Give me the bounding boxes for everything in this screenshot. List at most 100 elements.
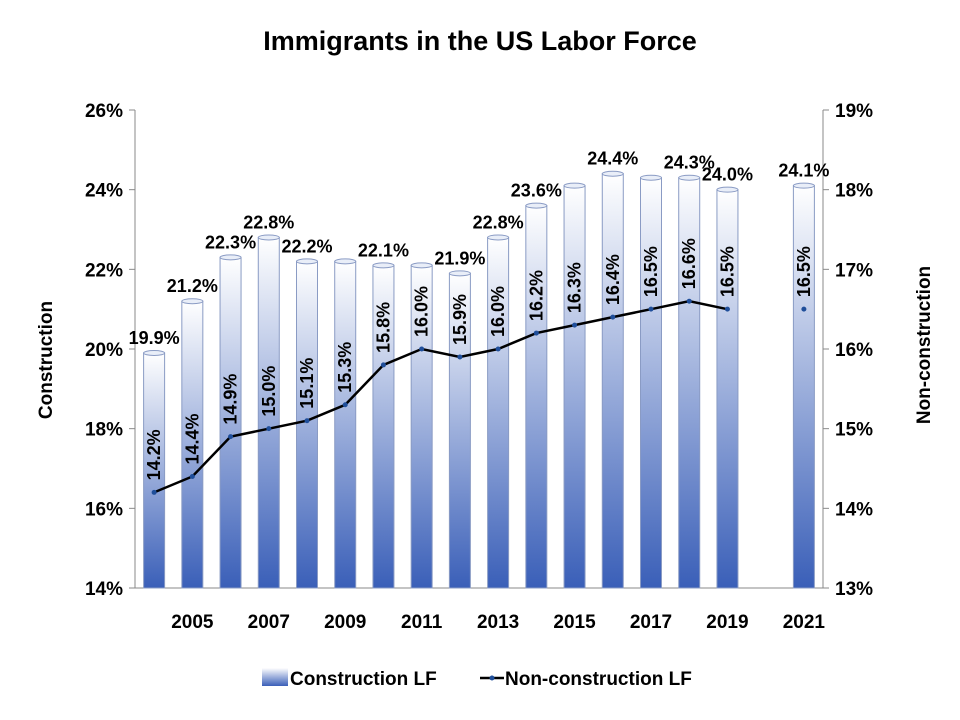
line-point-non-construction	[419, 346, 425, 352]
line-data-label: 14.4%	[182, 413, 202, 464]
y-right-axis-title: Non-construction	[914, 266, 935, 424]
line-labels: 14.2% 14.4% 14.9% 15.0% 15.1% 15.3% 15.8% 16.0%…	[144, 238, 814, 480]
bar-data-label: 21.9%	[434, 248, 485, 268]
bar-construction	[563, 185, 586, 589]
bar-data-label: 22.1%	[358, 240, 409, 260]
axes: 14% 16% 18% 20% 22% 24% 26% 13% 14% 15% 16% 17% 18% 1…	[85, 101, 873, 633]
line-data-label: 16.2%	[526, 270, 546, 321]
line-data-label: 14.9%	[221, 374, 241, 425]
line-point-non-construction	[380, 362, 386, 368]
x-tick-label: 2015	[553, 612, 596, 633]
chart-title: Immigrants in the US Labor Force	[263, 26, 697, 56]
line-point-non-construction	[228, 434, 234, 440]
bar-cap	[410, 262, 433, 269]
y-left-tick-label: 22%	[85, 260, 123, 281]
y-left-tick-label: 18%	[85, 420, 123, 441]
bar-cap	[181, 298, 204, 305]
bar-cap	[487, 234, 510, 241]
line-point-non-construction	[151, 489, 157, 495]
line-data-label: 16.3%	[565, 262, 585, 313]
bar-construction	[525, 205, 548, 589]
x-tick-label: 2007	[248, 612, 290, 633]
bar-cap	[563, 182, 586, 189]
line-data-label: 16.5%	[641, 246, 661, 297]
line-point-non-construction	[724, 306, 730, 312]
bar-data-label: 24.0%	[702, 165, 753, 185]
line-point-non-construction	[266, 426, 272, 432]
bar-data-label: 24.1%	[778, 161, 829, 181]
line-point-non-construction	[533, 330, 539, 336]
line-data-label: 15.8%	[373, 302, 393, 353]
line-data-label: 16.6%	[679, 238, 699, 289]
bar-cap	[525, 202, 548, 209]
y-left-tick-label: 26%	[85, 101, 123, 122]
line-point-non-construction	[648, 306, 654, 312]
legend-marker-non-construction	[489, 675, 495, 681]
bar-data-label: 22.3%	[205, 232, 256, 252]
bars	[143, 170, 815, 589]
bar-cap	[257, 234, 280, 241]
bar-cap	[448, 270, 471, 277]
bar-cap	[640, 174, 662, 181]
x-tick-label: 2019	[706, 612, 748, 633]
y-right-tick-label: 17%	[835, 260, 873, 281]
line-data-label: 16.0%	[412, 286, 432, 337]
x-tick-label: 2005	[171, 612, 214, 633]
bar-data-label: 21.2%	[167, 276, 218, 296]
bar-cap	[296, 258, 318, 265]
line-data-label: 16.5%	[794, 246, 814, 297]
y-right-tick-label: 13%	[835, 579, 873, 600]
line-point-non-construction	[189, 473, 195, 479]
bar-cap	[219, 254, 242, 261]
line-point-non-construction	[495, 346, 501, 352]
x-tick-label: 2021	[783, 612, 826, 633]
y-left-axis-title: Construction	[36, 301, 57, 419]
y-right-tick-label: 19%	[835, 101, 873, 122]
bar-construction	[601, 173, 624, 589]
line-data-label: 15.3%	[335, 342, 355, 393]
bar-data-label: 23.6%	[511, 181, 562, 201]
line-point-non-construction	[457, 354, 463, 360]
y-left-tick-label: 20%	[85, 340, 123, 361]
y-left-tick-label: 24%	[85, 181, 123, 202]
legend-swatch-construction	[262, 668, 288, 686]
line-non-construction	[153, 299, 728, 494]
line-point-non-construction	[610, 314, 616, 320]
y-right-tick-label: 14%	[835, 499, 873, 520]
bar-cap	[334, 258, 357, 265]
y-right-tick-label: 15%	[835, 420, 873, 441]
line-point-non-construction	[801, 306, 807, 312]
bar-cap	[372, 262, 395, 269]
bar-cap	[716, 186, 739, 193]
line-series	[151, 298, 807, 495]
bar-cap	[792, 182, 815, 189]
y-left-tick-label: 16%	[85, 499, 123, 520]
line-point-non-construction	[304, 418, 310, 424]
line-data-label: 16.5%	[717, 246, 737, 297]
line-data-label: 16.0%	[488, 286, 508, 337]
x-tick-label: 2013	[477, 612, 519, 633]
x-tick-label: 2017	[630, 612, 672, 633]
bar-cap	[678, 174, 701, 181]
x-tick-label: 2011	[401, 612, 443, 633]
legend-label-construction: Construction LF	[290, 669, 437, 690]
line-point-non-construction	[686, 298, 692, 304]
bar-construction	[296, 260, 318, 589]
y-right-tick-label: 18%	[835, 181, 873, 202]
line-data-label: 15.1%	[297, 358, 317, 409]
bar-data-label: 24.3%	[664, 153, 715, 173]
y-left-tick-label: 14%	[85, 579, 123, 600]
bar-data-label: 24.4%	[587, 149, 638, 169]
bar-cap	[601, 170, 624, 177]
legend: Construction LF Non-construction LF	[262, 668, 692, 690]
line-data-label: 15.0%	[259, 366, 279, 417]
x-tick-label: 2009	[324, 612, 366, 633]
bar-data-label: 19.9%	[129, 328, 180, 348]
bar-data-label: 22.8%	[473, 212, 524, 232]
line-point-non-construction	[572, 322, 578, 328]
bar-construction	[334, 260, 357, 589]
line-data-label: 14.2%	[144, 429, 164, 480]
bar-labels: 19.9%21.2%22.3%22.8%22.2% 22.1% 21.9%22.8%…	[129, 149, 830, 348]
bar-data-label: 22.8%	[243, 212, 294, 232]
